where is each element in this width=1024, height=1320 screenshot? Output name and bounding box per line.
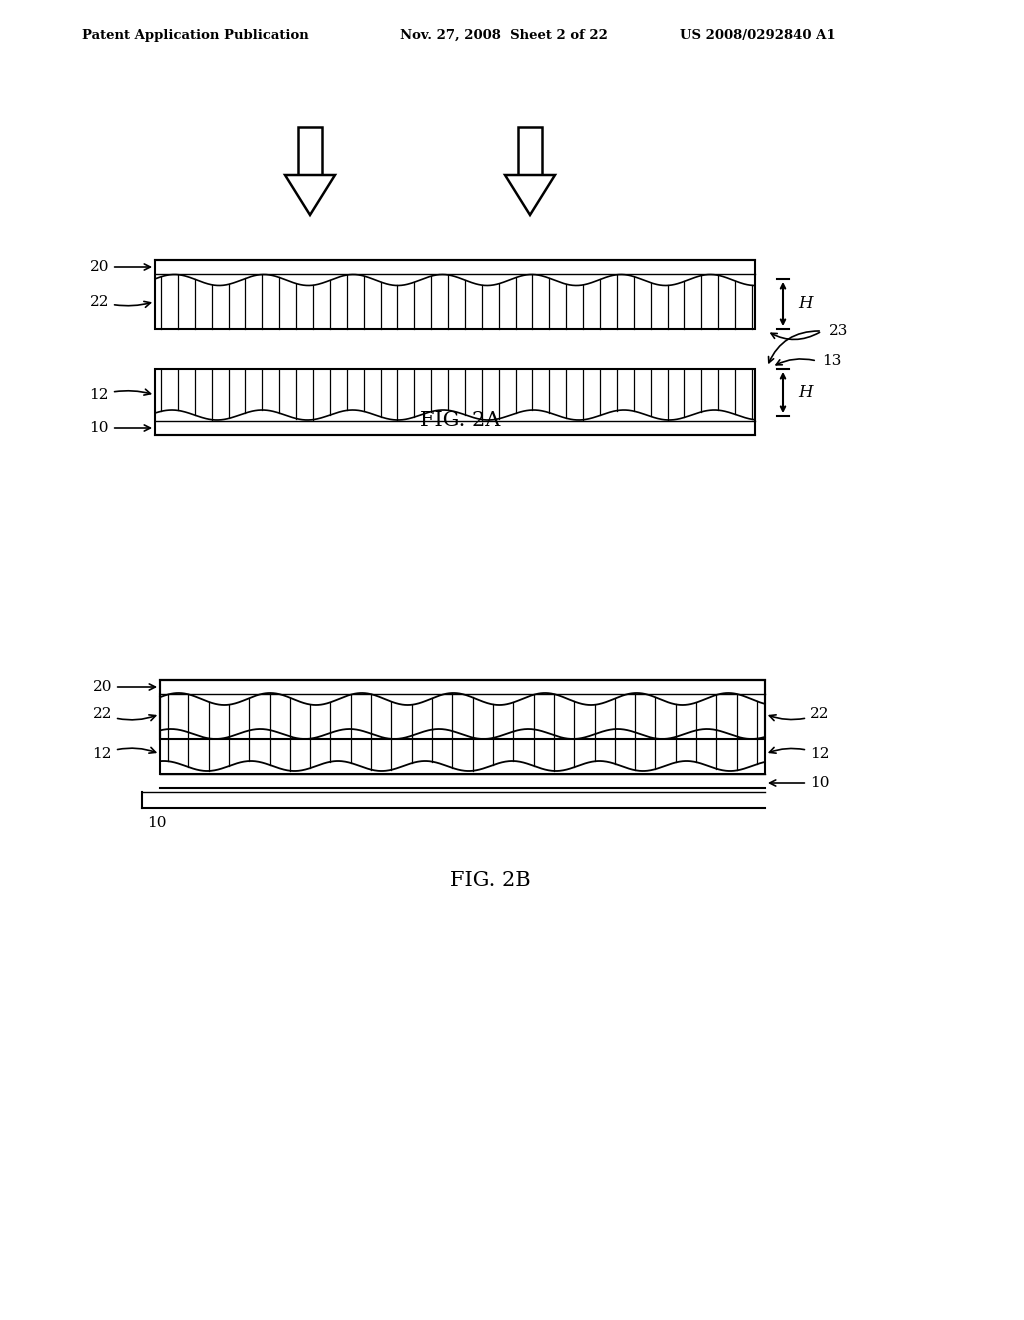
Bar: [160, 694, 765, 774]
Text: 20: 20: [89, 260, 151, 275]
Text: 10: 10: [147, 816, 167, 830]
Bar: [160, 680, 765, 739]
Text: US 2008/0292840 A1: US 2008/0292840 A1: [680, 29, 836, 41]
Bar: [160, 774, 765, 788]
Text: FIG. 2A: FIG. 2A: [420, 411, 500, 429]
Bar: [518, 127, 542, 176]
Text: Nov. 27, 2008  Sheet 2 of 22: Nov. 27, 2008 Sheet 2 of 22: [400, 29, 608, 41]
Polygon shape: [505, 176, 555, 215]
Bar: [155, 421, 755, 436]
Text: 10: 10: [89, 421, 151, 436]
Bar: [155, 370, 755, 421]
Text: 22: 22: [92, 708, 156, 721]
Text: 20: 20: [92, 680, 156, 694]
Bar: [160, 680, 765, 694]
Text: 10: 10: [770, 776, 829, 789]
Text: 12: 12: [89, 388, 151, 403]
Text: 12: 12: [769, 747, 829, 762]
Text: 23: 23: [829, 323, 848, 338]
Bar: [155, 260, 755, 275]
Bar: [155, 275, 755, 329]
Bar: [160, 680, 765, 774]
Text: 22: 22: [89, 294, 151, 309]
Text: 12: 12: [92, 747, 156, 762]
Text: Patent Application Publication: Patent Application Publication: [82, 29, 309, 41]
Bar: [155, 260, 755, 329]
Text: FIG. 2B: FIG. 2B: [450, 870, 530, 890]
Polygon shape: [285, 176, 335, 215]
Text: 13: 13: [822, 354, 842, 368]
Bar: [298, 127, 322, 176]
Text: 22: 22: [769, 708, 829, 721]
Text: H: H: [798, 384, 812, 401]
Bar: [155, 370, 755, 436]
Bar: [142, 792, 765, 808]
Text: H: H: [798, 296, 812, 313]
